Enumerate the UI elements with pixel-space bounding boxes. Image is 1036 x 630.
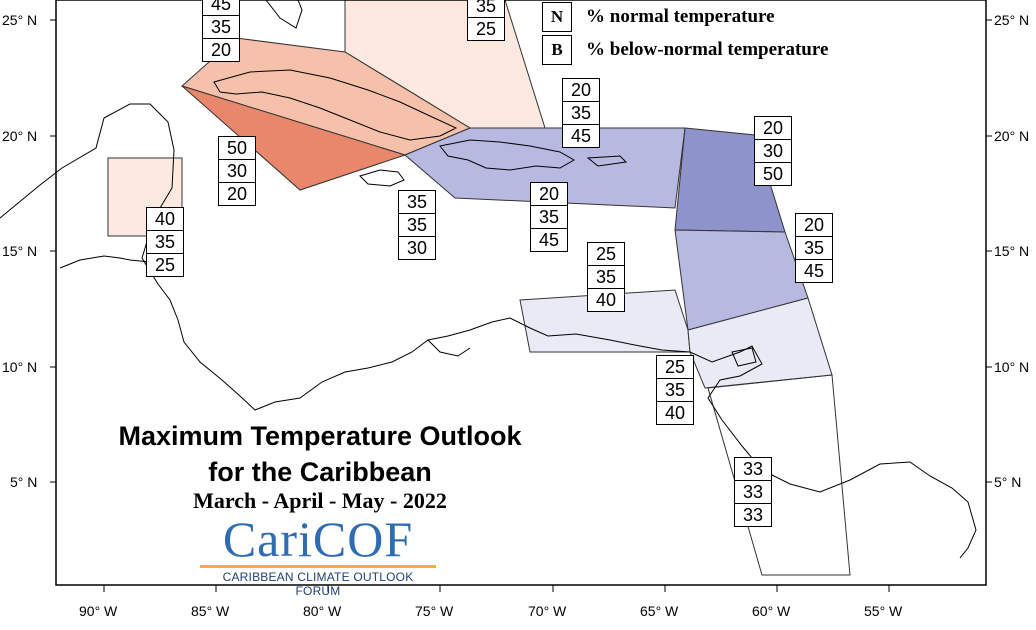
prob-normal: 35 (468, 0, 504, 18)
prob-below: 40 (595, 290, 617, 310)
legend-label-normal: % normal temperature (586, 6, 775, 27)
prob-below: 30 (406, 238, 428, 258)
prob-box-leeward: 20 30 50 (754, 116, 792, 186)
lon-tick-label: 75° W (415, 603, 454, 619)
prob-normal: 35 (147, 231, 183, 254)
coast-florida (265, 0, 303, 29)
zone-hispaniola (404, 127, 686, 209)
prob-below: 20 (210, 40, 232, 60)
prob-box-abc: 25 35 40 (587, 242, 625, 312)
prob-normal: 35 (796, 237, 832, 260)
lat-tick-label-right: 20° N (994, 128, 1030, 144)
lon-tick-label: 90° W (79, 603, 118, 619)
prob-below: 50 (762, 164, 784, 184)
forecast-period: March - April - May - 2022 (193, 488, 447, 513)
prob-above: 33 (735, 458, 771, 481)
prob-box-cuba: 50 30 20 (218, 136, 256, 206)
caricof-logo: CariCOF CARIBBEAN CLIMATE OUTLOOK FORUM (200, 514, 436, 598)
legend-key-b: B (542, 35, 572, 65)
prob-normal: 33 (735, 481, 771, 504)
prob-below: 20 (226, 184, 248, 204)
prob-below: 33 (742, 505, 764, 525)
legend-normal: N % normal temperature (542, 2, 775, 32)
prob-normal: 35 (588, 266, 624, 289)
prob-below: 25 (475, 19, 497, 39)
lon-tick-label: 85° W (191, 603, 230, 619)
logo-tagline: CARIBBEAN CLIMATE OUTLOOK FORUM (222, 570, 414, 598)
title-line-1: Maximum Temperature Outlook (118, 421, 522, 451)
lon-tick-label: 60° W (752, 603, 791, 619)
lat-tick-label: 10° N (2, 359, 38, 375)
prob-normal: 35 (657, 379, 693, 402)
lat-tick-label: 25° N (2, 12, 38, 28)
lat-tick-label-right: 15° N (994, 243, 1030, 259)
coast-panama (427, 339, 471, 357)
map-frame (55, 0, 987, 586)
prob-below: 25 (154, 255, 176, 275)
prob-box-jamaica: 35 35 30 (398, 190, 436, 260)
coast-trinidad (731, 347, 757, 367)
lat-tick-label: 15° N (2, 243, 38, 259)
prob-below: 45 (570, 126, 592, 146)
tick-marks (50, 19, 992, 592)
legend-key-n: N (542, 2, 572, 32)
logo-wordmark: CariCOF (200, 514, 436, 568)
coast-cuba (213, 69, 458, 141)
prob-normal: 35 (531, 206, 567, 229)
prob-box-bahamas-north: 45 35 20 (202, 0, 240, 62)
prob-above: 40 (147, 208, 183, 231)
prob-box-guianas: 33 33 33 (734, 457, 772, 527)
prob-above: 20 (796, 214, 832, 237)
lat-tick-label: 5° N (10, 474, 38, 490)
map-title: Maximum Temperature Outlook for the Cari… (70, 418, 570, 490)
lon-tick-label: 70° W (528, 603, 567, 619)
legend-label-below: % below-normal temperature (586, 39, 829, 60)
lat-tick-label-right: 25° N (994, 12, 1030, 28)
coast-puerto-rico (586, 155, 628, 167)
prob-above: 25 (657, 356, 693, 379)
prob-normal: 35 (203, 16, 239, 39)
zone-guianas (707, 374, 851, 576)
prob-normal: 35 (399, 214, 435, 237)
prob-box-bahamas-south: 35 25 (467, 0, 505, 41)
coast-hispaniola (439, 139, 576, 171)
prob-normal: 30 (219, 160, 255, 183)
prob-above: 45 (203, 0, 239, 16)
prob-above: 20 (531, 183, 567, 206)
coast-yucatan-west (59, 255, 151, 269)
lat-tick-label: 20° N (2, 128, 38, 144)
prob-box-belize: 40 35 25 (146, 207, 184, 277)
title-line-2: for the Caribbean (208, 457, 432, 487)
legend-below: B % below-normal temperature (542, 35, 828, 65)
prob-below: 45 (538, 230, 560, 250)
prob-normal: 30 (755, 140, 791, 163)
prob-above: 20 (563, 79, 599, 102)
prob-box-windward: 20 35 45 (795, 213, 833, 283)
lat-tick-label-right: 5° N (994, 474, 1022, 490)
prob-box-trinidad: 25 35 40 (656, 355, 694, 425)
lon-tick-label: 55° W (864, 603, 903, 619)
prob-above: 35 (399, 191, 435, 214)
lon-tick-label: 80° W (303, 603, 342, 619)
prob-box-puerto-rico: 20 35 45 (562, 78, 600, 148)
prob-above: 25 (588, 243, 624, 266)
lat-tick-label-right: 10° N (994, 359, 1030, 375)
prob-below: 40 (664, 403, 686, 423)
prob-below: 45 (803, 261, 825, 281)
prob-above: 50 (219, 137, 255, 160)
lon-tick-label: 65° W (640, 603, 679, 619)
prob-box-hispaniola: 20 35 45 (530, 182, 568, 252)
prob-above: 20 (755, 117, 791, 140)
prob-normal: 35 (563, 102, 599, 125)
coast-jamaica (359, 169, 405, 187)
